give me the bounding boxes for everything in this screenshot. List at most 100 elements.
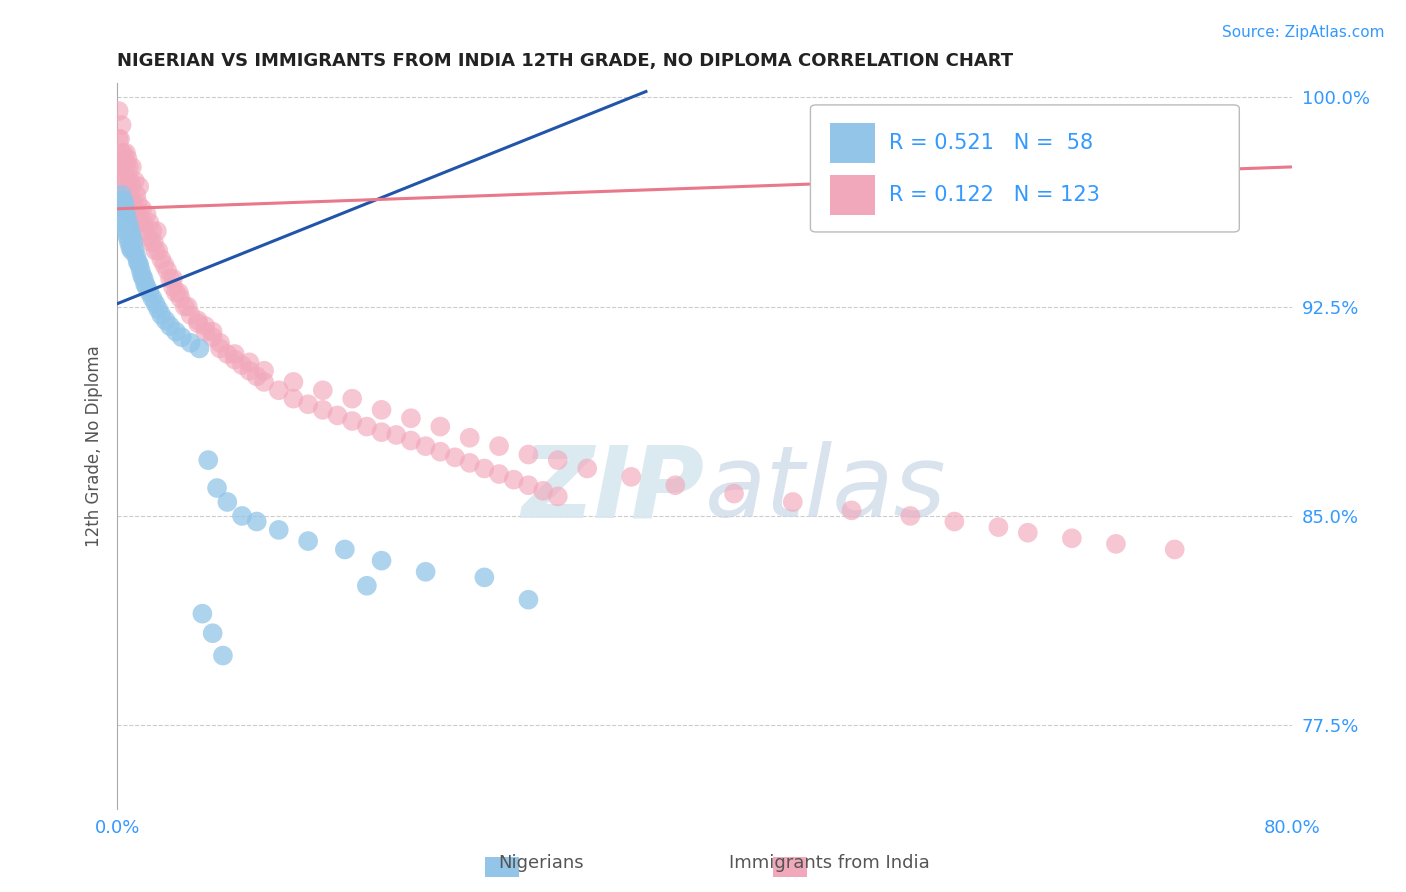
Point: [444, 450, 467, 465]
Point: [156, 263, 179, 277]
Point: [340, 414, 363, 428]
Point: [117, 196, 139, 211]
Point: [176, 300, 198, 314]
Text: Source: ZipAtlas.com: Source: ZipAtlas.com: [1222, 25, 1385, 40]
Point: [117, 213, 139, 227]
Point: [194, 325, 217, 339]
Point: [267, 384, 290, 398]
FancyBboxPatch shape: [810, 105, 1239, 232]
Point: [135, 280, 157, 294]
Point: [142, 235, 165, 250]
Point: [132, 271, 155, 285]
Point: [117, 174, 139, 188]
Point: [117, 229, 139, 244]
Point: [120, 196, 142, 211]
Point: [138, 285, 160, 300]
Point: [517, 448, 540, 462]
FancyBboxPatch shape: [831, 176, 875, 215]
Text: R = 0.122   N = 123: R = 0.122 N = 123: [889, 185, 1099, 205]
Point: [107, 104, 129, 119]
Point: [108, 132, 131, 146]
Point: [127, 255, 149, 269]
Point: [159, 319, 181, 334]
Point: [128, 207, 150, 221]
Point: [297, 397, 319, 411]
Point: [132, 216, 155, 230]
Text: ZIP: ZIP: [522, 442, 704, 538]
Point: [121, 179, 143, 194]
Point: [124, 174, 146, 188]
Point: [108, 196, 131, 211]
Point: [121, 229, 143, 244]
Point: [356, 579, 378, 593]
Point: [458, 431, 481, 445]
Point: [112, 194, 135, 208]
Point: [217, 495, 239, 509]
Point: [162, 271, 184, 285]
Point: [517, 478, 540, 492]
Point: [474, 570, 496, 584]
Point: [502, 473, 524, 487]
Point: [246, 515, 269, 529]
Point: [231, 358, 253, 372]
Point: [943, 515, 966, 529]
Point: [197, 453, 219, 467]
Point: [429, 419, 451, 434]
Point: [107, 202, 129, 216]
Point: [121, 244, 143, 258]
Point: [118, 187, 141, 202]
Point: [1017, 525, 1039, 540]
Point: [120, 241, 142, 255]
Point: [333, 542, 356, 557]
Point: [231, 508, 253, 523]
Point: [107, 216, 129, 230]
Point: [108, 207, 131, 221]
Point: [125, 207, 148, 221]
Point: [150, 252, 173, 266]
Y-axis label: 12th Grade, No Diploma: 12th Grade, No Diploma: [86, 345, 103, 547]
Point: [399, 434, 422, 448]
Point: [370, 402, 392, 417]
Point: [224, 352, 246, 367]
Point: [167, 285, 190, 300]
Point: [170, 330, 193, 344]
Point: [141, 224, 163, 238]
Point: [110, 145, 132, 160]
Point: [187, 316, 209, 330]
Point: [1060, 531, 1083, 545]
Point: [782, 495, 804, 509]
Point: [124, 244, 146, 258]
Point: [117, 152, 139, 166]
Point: [129, 263, 152, 277]
Point: [326, 409, 349, 423]
Point: [217, 347, 239, 361]
Point: [370, 553, 392, 567]
Point: [110, 118, 132, 132]
Point: [576, 461, 599, 475]
Point: [122, 196, 145, 211]
Point: [267, 523, 290, 537]
Point: [458, 456, 481, 470]
Point: [131, 202, 153, 216]
Point: [370, 425, 392, 439]
Point: [138, 216, 160, 230]
Point: [141, 291, 163, 305]
Point: [112, 145, 135, 160]
Point: [122, 235, 145, 250]
Point: [115, 207, 138, 221]
Point: [125, 187, 148, 202]
Point: [180, 308, 202, 322]
Point: [415, 439, 437, 453]
Point: [180, 335, 202, 350]
Point: [145, 296, 167, 310]
Point: [118, 235, 141, 250]
Point: [107, 160, 129, 174]
Point: [165, 325, 187, 339]
Point: [112, 207, 135, 221]
Point: [531, 483, 554, 498]
Point: [312, 402, 335, 417]
Point: [118, 219, 141, 233]
Point: [547, 453, 569, 467]
Text: NIGERIAN VS IMMIGRANTS FROM INDIA 12TH GRADE, NO DIPLOMA CORRELATION CHART: NIGERIAN VS IMMIGRANTS FROM INDIA 12TH G…: [117, 53, 1014, 70]
Point: [127, 216, 149, 230]
